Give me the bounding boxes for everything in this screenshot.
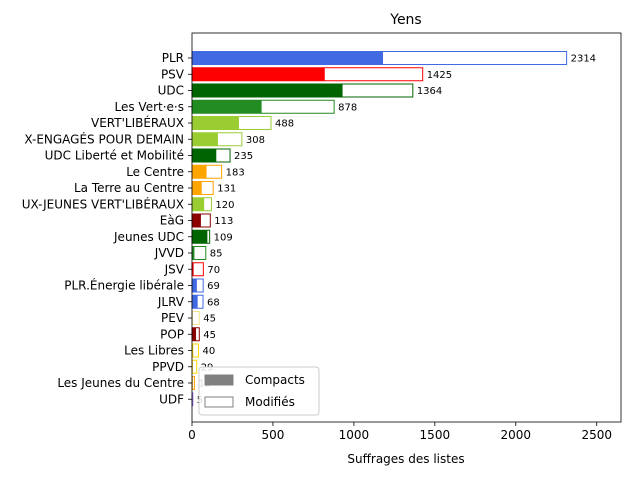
y-tick-label-cat-17: POP (160, 327, 184, 341)
value-label-cat-1: 1425 (427, 70, 452, 81)
value-label-cat-2: 1364 (417, 86, 442, 97)
bar-compacts-cat-12 (192, 246, 195, 260)
y-tick-label-cat-9: UX-JEUNES VERT'LIBÉRAUX (22, 196, 184, 211)
value-label-cat-14: 69 (207, 281, 220, 292)
y-tick-label-cat-0: PLR (162, 51, 184, 65)
value-label-cat-16: 45 (203, 314, 216, 325)
bar-compacts-cat-15 (192, 295, 198, 309)
value-label-cat-6: 235 (234, 151, 253, 162)
plot-frame (191, 32, 622, 423)
value-label-cat-11: 109 (214, 232, 233, 243)
x-tick-label-2500: 2500 (581, 428, 612, 442)
y-tick-label-cat-3: Les Vert·e·s (115, 100, 185, 114)
y-tick-label-cat-15: JLRV (157, 295, 185, 309)
y-tick-label-cat-2: UDC (158, 84, 184, 98)
value-label-cat-10: 113 (214, 216, 233, 227)
y-tick-label-cat-4: VERT'LIBÉRAUX (91, 115, 184, 130)
bar-compacts-cat-8 (192, 181, 202, 195)
y-tick-label-cat-20: Les Jeunes du Centre (57, 376, 184, 390)
bar-compacts-cat-20 (192, 376, 193, 390)
value-label-cat-0: 2314 (571, 54, 596, 65)
value-label-cat-12: 85 (210, 249, 223, 260)
x-tick-label-1000: 1000 (339, 428, 370, 442)
bar-compacts-cat-13 (192, 262, 194, 276)
y-tick-label-cat-5: X-ENGAGÉS POUR DEMAIN (24, 131, 184, 146)
value-label-cat-4: 488 (275, 119, 294, 130)
bar-compacts-cat-6 (192, 149, 217, 162)
y-tick-label-cat-14: PLR.Énergie libérale (64, 278, 184, 293)
y-tick-label-cat-10: EàG (160, 214, 184, 228)
bar-compacts-cat-4 (192, 116, 239, 130)
y-tick-label-cat-11: Jeunes UDC (113, 230, 184, 244)
bar-compacts-cat-10 (192, 214, 201, 227)
value-label-cat-17: 45 (203, 330, 216, 341)
legend-label-0: Compacts (245, 373, 305, 387)
value-label-cat-18: 40 (202, 346, 215, 357)
bar-compacts-cat-16 (192, 311, 193, 325)
y-tick-label-cat-13: JSV (164, 262, 185, 276)
chart-title: Yens (389, 12, 421, 28)
bar-compacts-cat-19 (192, 360, 193, 374)
x-tick-label-2000: 2000 (501, 428, 532, 442)
y-tick-label-cat-7: Le Centre (126, 165, 184, 179)
bar-compacts-cat-9 (192, 197, 205, 211)
value-label-cat-7: 183 (226, 167, 245, 178)
y-tick-label-cat-21: UDF (159, 392, 184, 406)
legend-swatch-1 (204, 396, 234, 408)
value-label-cat-9: 120 (215, 200, 234, 211)
x-tick-label-1500: 1500 (420, 428, 451, 442)
value-label-cat-8: 131 (217, 184, 236, 195)
y-tick-label-cat-1: PSV (161, 67, 185, 81)
legend-label-1: Modifiés (245, 395, 295, 409)
y-tick-label-cat-18: Les Libres (124, 344, 184, 358)
legend-swatch-0 (204, 374, 234, 386)
y-tick-label-cat-19: PPVD (152, 360, 184, 374)
bar-compacts-cat-5 (192, 132, 218, 146)
legend: Compacts Modifiés (198, 366, 320, 416)
bar-compacts-cat-3 (192, 100, 262, 114)
bar-compacts-cat-11 (192, 230, 208, 244)
bar-compacts-cat-7 (192, 165, 207, 179)
x-tick-label-500: 500 (261, 428, 284, 442)
bar-modifies-cat-16 (191, 311, 200, 325)
x-axis-title: Suffrages des listes (347, 452, 464, 466)
y-tick-label-cat-12: JVVD (154, 246, 184, 260)
bar-compacts-cat-2 (192, 84, 343, 97)
y-tick-label-cat-8: La Terre au Centre (74, 181, 184, 195)
bar-compacts-cat-1 (192, 67, 325, 81)
value-label-cat-5: 308 (246, 135, 265, 146)
y-tick-label-cat-6: UDC Liberté et Mobilité (45, 149, 184, 163)
bar-compacts-cat-14 (192, 279, 197, 292)
bar-compacts-cat-0 (192, 51, 384, 65)
value-label-cat-3: 878 (338, 102, 357, 113)
value-label-cat-13: 70 (207, 265, 220, 276)
bar-compacts-cat-18 (192, 344, 194, 357)
value-label-cat-15: 68 (207, 297, 220, 308)
x-tick-label-0: 0 (188, 428, 196, 442)
y-tick-label-cat-16: PEV (161, 311, 185, 325)
bar-compacts-cat-17 (192, 327, 197, 341)
bar-modifies-cat-13 (191, 262, 204, 277)
